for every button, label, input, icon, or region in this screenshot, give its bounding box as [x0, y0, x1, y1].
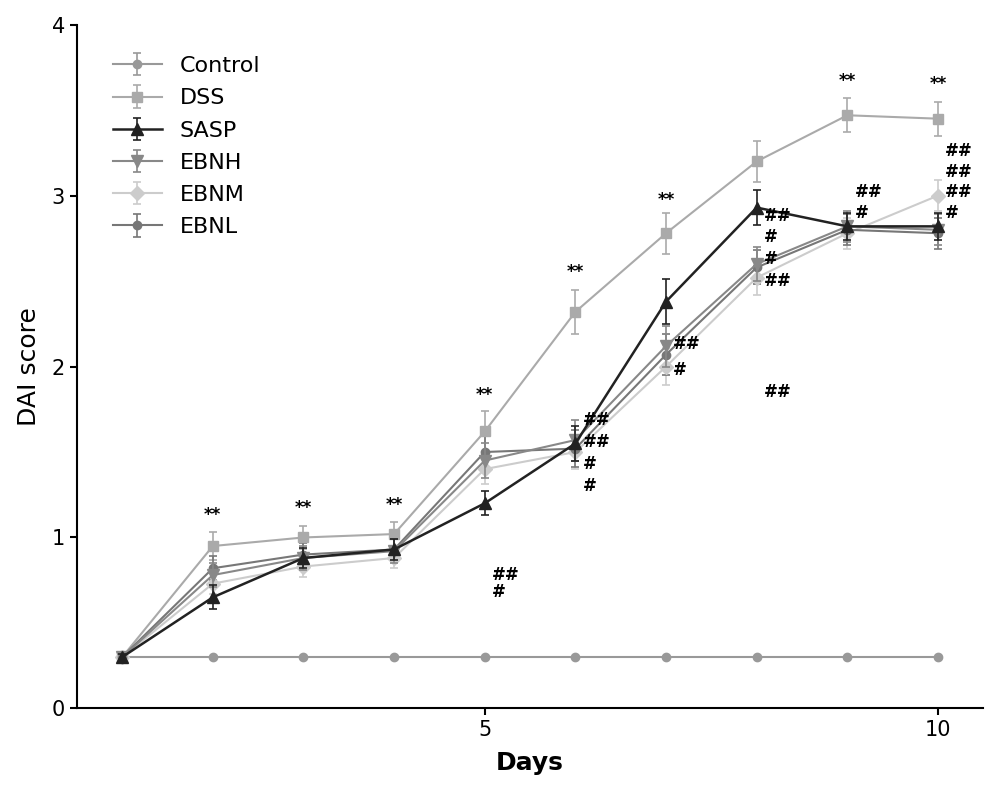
Text: #: #	[583, 478, 597, 495]
Text: #: #	[945, 204, 959, 222]
Text: #: #	[673, 361, 687, 379]
Text: ##: ##	[945, 142, 973, 160]
Text: **: **	[839, 71, 856, 89]
Text: ##: ##	[764, 272, 792, 290]
Text: ##: ##	[945, 183, 973, 201]
X-axis label: Days: Days	[496, 752, 564, 775]
Text: **: **	[295, 499, 312, 517]
Text: ##: ##	[673, 335, 701, 353]
Text: ##: ##	[945, 162, 973, 181]
Text: ##: ##	[583, 410, 610, 428]
Text: **: **	[929, 75, 947, 93]
Text: #: #	[764, 227, 778, 246]
Text: ##: ##	[855, 183, 882, 201]
Legend: Control, DSS, SASP, EBNH, EBNM, EBNL: Control, DSS, SASP, EBNH, EBNM, EBNL	[106, 49, 267, 244]
Text: #: #	[583, 455, 597, 473]
Text: ##: ##	[492, 566, 520, 584]
Text: ##: ##	[583, 432, 610, 451]
Text: **: **	[657, 192, 675, 209]
Text: ##: ##	[764, 208, 792, 225]
Text: #: #	[492, 583, 506, 601]
Text: **: **	[385, 496, 403, 513]
Text: **: **	[204, 506, 221, 524]
Text: #: #	[764, 249, 778, 268]
Text: **: **	[476, 386, 493, 404]
Text: **: **	[567, 263, 584, 281]
Text: ##: ##	[764, 383, 792, 402]
Text: #: #	[855, 204, 868, 222]
Y-axis label: DAI score: DAI score	[17, 307, 41, 426]
